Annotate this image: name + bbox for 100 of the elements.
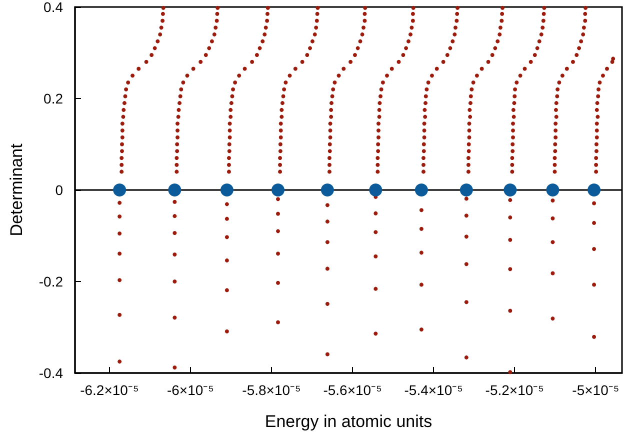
point bbox=[550, 240, 555, 244]
point bbox=[456, 6, 460, 10]
point bbox=[156, 39, 160, 44]
point bbox=[588, 184, 601, 196]
point bbox=[124, 87, 128, 92]
point bbox=[231, 87, 236, 92]
point bbox=[176, 135, 180, 140]
point bbox=[120, 162, 124, 167]
point bbox=[553, 149, 558, 154]
point bbox=[374, 286, 378, 291]
point bbox=[308, 46, 312, 50]
x-tick-label: -6.2×10⁻⁵ bbox=[80, 382, 139, 398]
point bbox=[332, 80, 337, 84]
point bbox=[554, 128, 558, 133]
point bbox=[181, 80, 186, 84]
point bbox=[508, 238, 512, 242]
point bbox=[284, 80, 288, 84]
point bbox=[228, 108, 233, 112]
point bbox=[172, 252, 177, 257]
point bbox=[336, 74, 341, 78]
point bbox=[356, 46, 360, 50]
point bbox=[546, 184, 560, 196]
point bbox=[467, 122, 472, 126]
point bbox=[329, 108, 334, 112]
point bbox=[280, 114, 284, 119]
point bbox=[539, 32, 544, 36]
point bbox=[564, 66, 569, 71]
point bbox=[226, 156, 231, 160]
point bbox=[369, 184, 382, 196]
point bbox=[312, 32, 317, 36]
point bbox=[224, 288, 229, 292]
point bbox=[605, 66, 610, 71]
point bbox=[305, 53, 310, 58]
point bbox=[178, 94, 182, 98]
point bbox=[172, 280, 177, 284]
point bbox=[467, 135, 472, 140]
point bbox=[272, 184, 284, 196]
point bbox=[376, 162, 380, 167]
point bbox=[584, 6, 588, 10]
point bbox=[228, 122, 232, 126]
point bbox=[464, 214, 468, 218]
point bbox=[224, 329, 229, 334]
point bbox=[508, 308, 512, 313]
point bbox=[582, 26, 586, 30]
point bbox=[214, 18, 219, 23]
point bbox=[175, 149, 180, 154]
point bbox=[228, 135, 232, 140]
x-tick-label: -5×10⁻⁵ bbox=[572, 382, 620, 398]
point bbox=[198, 60, 203, 64]
point bbox=[360, 32, 364, 36]
point bbox=[512, 114, 516, 119]
point bbox=[352, 53, 357, 58]
point bbox=[276, 252, 280, 256]
point bbox=[118, 360, 122, 364]
point bbox=[168, 184, 182, 196]
point bbox=[464, 234, 468, 239]
point bbox=[422, 108, 427, 112]
point bbox=[570, 60, 575, 64]
point bbox=[552, 156, 557, 160]
point bbox=[224, 202, 229, 206]
point bbox=[508, 267, 512, 272]
point bbox=[210, 39, 214, 44]
point bbox=[404, 46, 408, 50]
point bbox=[174, 156, 179, 160]
x-tick-label: -5.6×10⁻⁵ bbox=[323, 382, 382, 398]
point bbox=[594, 122, 599, 126]
point bbox=[528, 60, 533, 64]
point bbox=[466, 149, 471, 154]
point bbox=[278, 162, 282, 167]
point bbox=[592, 247, 596, 252]
point bbox=[470, 87, 474, 92]
point bbox=[278, 122, 283, 126]
point bbox=[266, 6, 270, 10]
point bbox=[179, 87, 184, 92]
point bbox=[250, 60, 254, 64]
point bbox=[374, 254, 378, 258]
point bbox=[508, 370, 512, 374]
point bbox=[554, 122, 558, 126]
point bbox=[421, 156, 426, 160]
point bbox=[376, 156, 380, 160]
point bbox=[510, 149, 515, 154]
point bbox=[450, 39, 455, 44]
point bbox=[554, 101, 558, 106]
point bbox=[594, 149, 598, 154]
point bbox=[172, 214, 177, 218]
point bbox=[556, 87, 560, 92]
point bbox=[150, 53, 154, 58]
point bbox=[553, 142, 558, 146]
point bbox=[293, 66, 298, 71]
point bbox=[362, 12, 367, 16]
point bbox=[452, 32, 457, 36]
x-tick-label: -5.8×10⁻⁵ bbox=[242, 382, 301, 398]
point bbox=[118, 231, 122, 236]
point bbox=[172, 231, 177, 236]
point bbox=[118, 200, 122, 205]
point bbox=[554, 135, 558, 140]
point bbox=[113, 184, 126, 196]
point bbox=[118, 214, 122, 219]
point bbox=[464, 196, 468, 201]
y-tick-label: 0 bbox=[55, 182, 64, 198]
